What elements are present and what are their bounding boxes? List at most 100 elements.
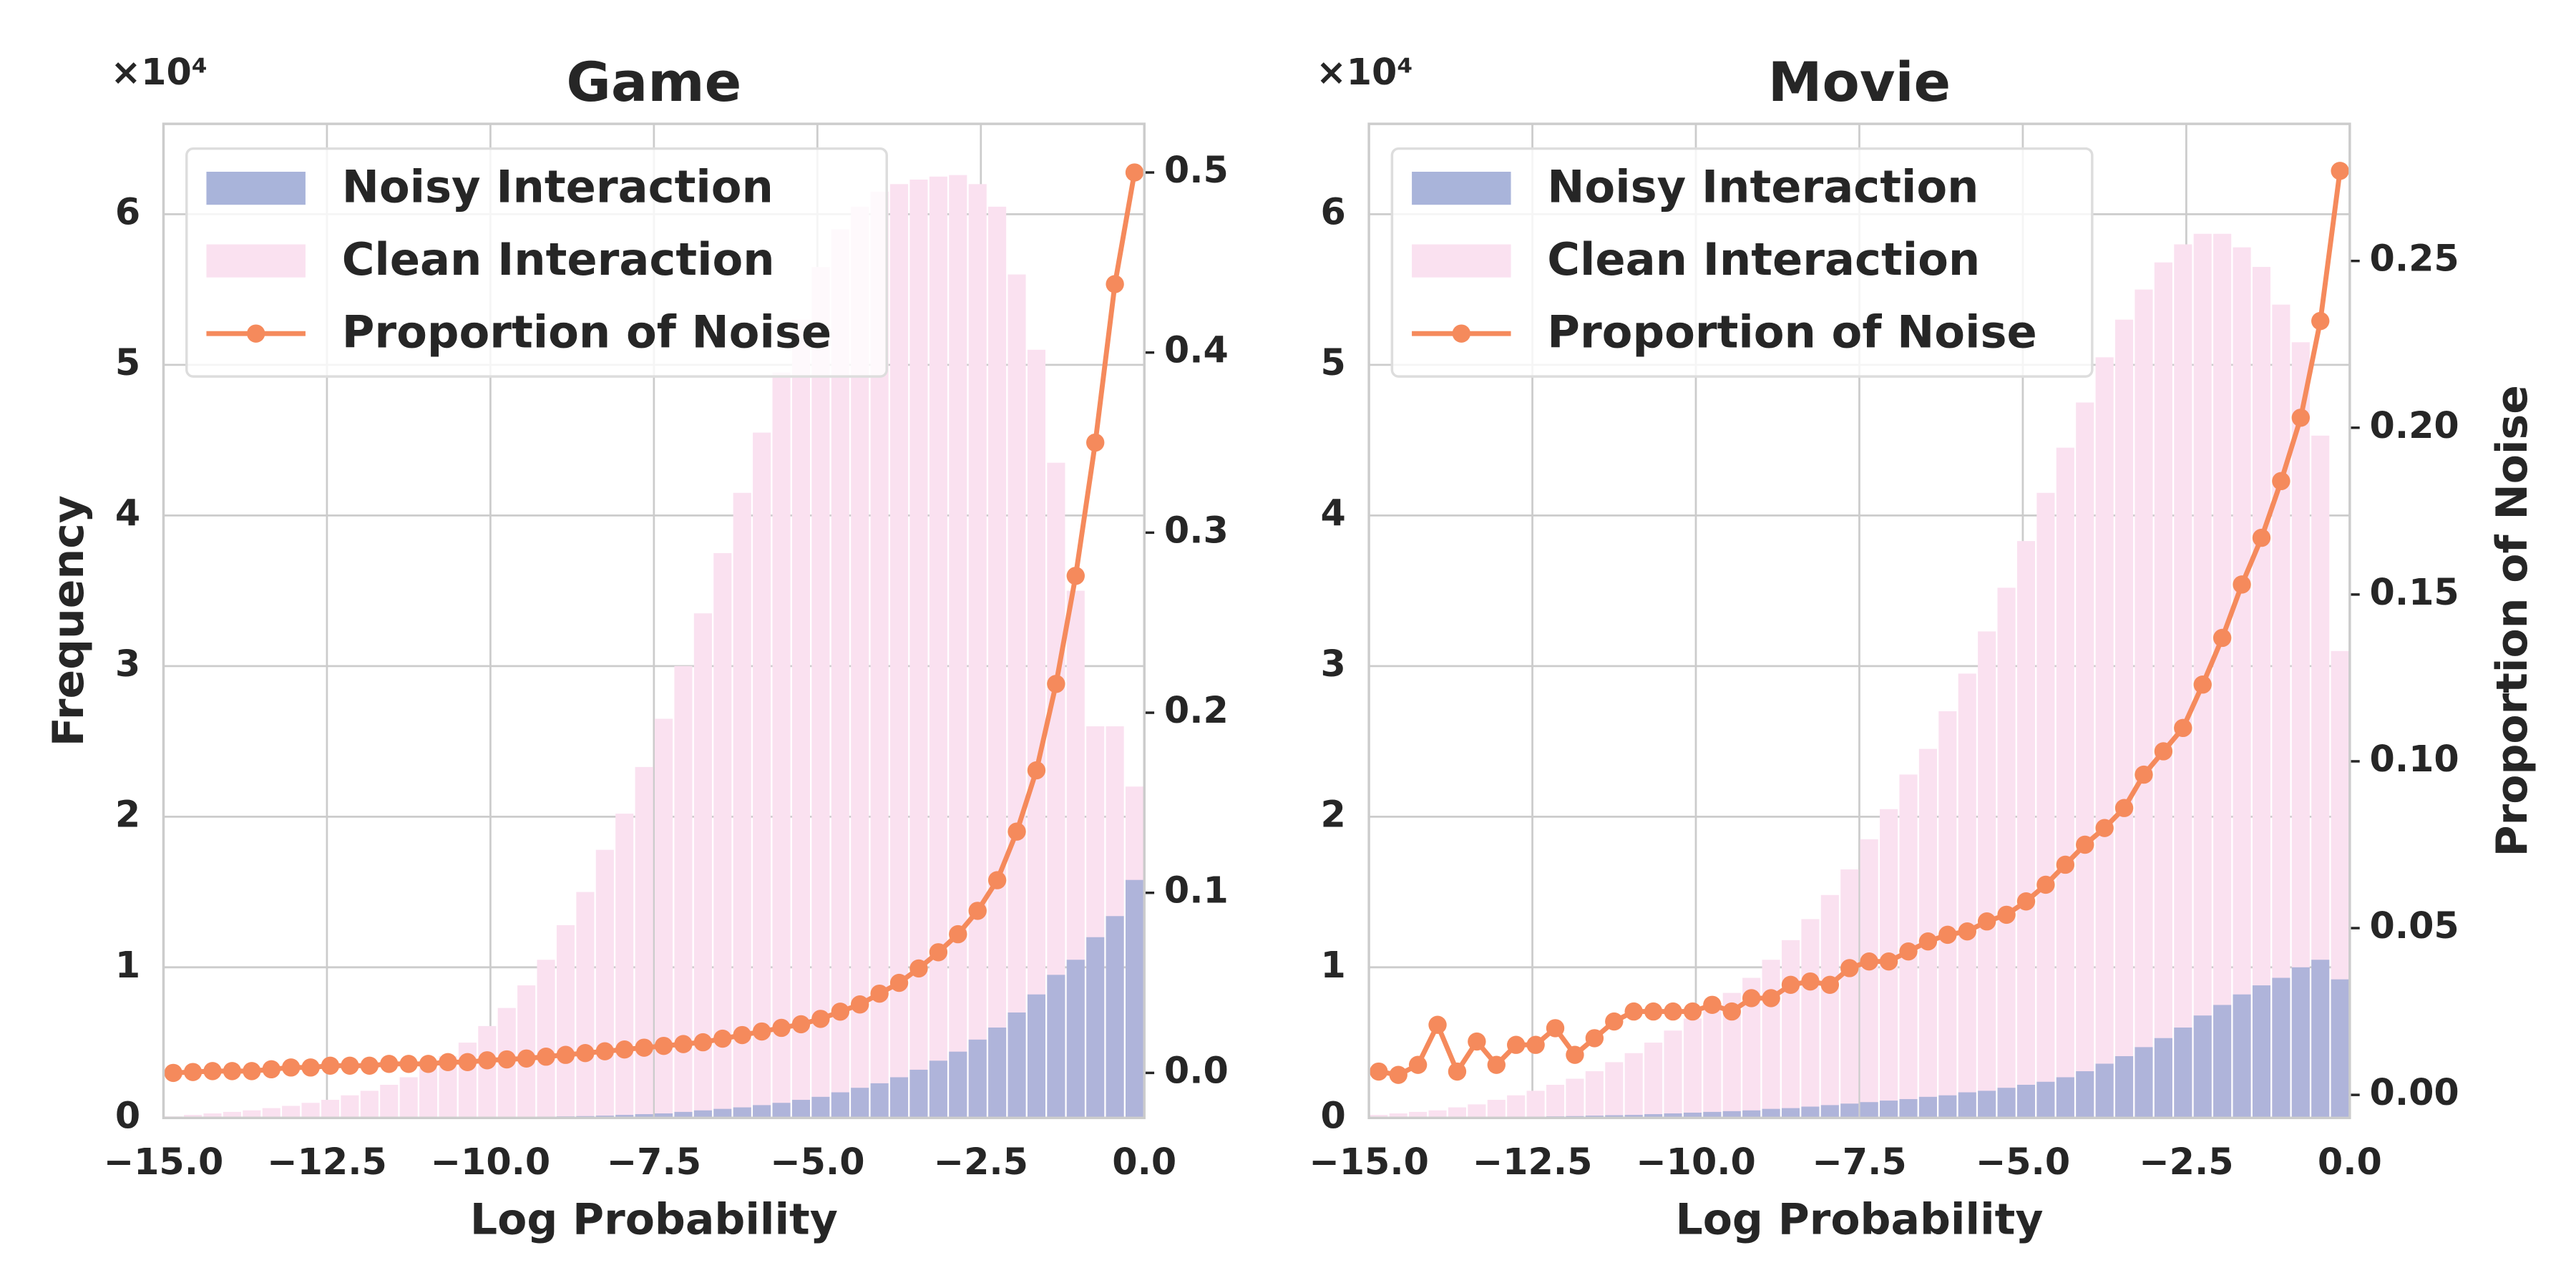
- noise-point: [1428, 1015, 1447, 1034]
- histogram-bar: [615, 814, 634, 1118]
- histogram-bar: [655, 718, 673, 1118]
- noise-point: [791, 1015, 811, 1034]
- noise-point: [1703, 995, 1722, 1014]
- noise-point: [1762, 989, 1780, 1008]
- noise-point: [380, 1055, 399, 1073]
- noise-point: [2272, 472, 2290, 491]
- histogram-bar: [1468, 1104, 1486, 1118]
- histogram-bar: [243, 1110, 261, 1118]
- x-tick-label: −10.0: [431, 1141, 551, 1183]
- histogram-bar: [2036, 1081, 2055, 1118]
- noise-point: [1526, 1035, 1545, 1054]
- histogram-bar: [889, 184, 909, 1118]
- legend-swatch: [206, 172, 306, 205]
- noise-point: [1860, 952, 1878, 971]
- x-tick-label: −2.5: [934, 1141, 1028, 1183]
- histogram-bar: [791, 1100, 811, 1118]
- histogram-bar: [949, 175, 967, 1118]
- histogram-bar: [262, 1108, 280, 1118]
- noise-point: [2114, 799, 2134, 817]
- x-tick-label: −2.5: [2139, 1141, 2233, 1183]
- legend-label: Noisy Interaction: [342, 160, 774, 213]
- histogram-bar: [1086, 937, 1105, 1118]
- histogram-bar: [2135, 1047, 2153, 1118]
- histogram-bar: [2056, 447, 2074, 1118]
- noise-point: [1801, 972, 1820, 991]
- histogram-bar: [635, 1114, 653, 1118]
- histogram-bar: [1027, 994, 1045, 1118]
- histogram-bar: [399, 1077, 418, 1118]
- histogram-bar: [2076, 1071, 2094, 1118]
- noise-point: [2193, 675, 2212, 694]
- noise-point: [909, 959, 928, 978]
- x-tick-label: −12.5: [267, 1141, 387, 1183]
- histogram-bar: [1370, 1115, 1388, 1118]
- legend-box: [185, 147, 888, 378]
- histogram-bar: [968, 1039, 987, 1118]
- y-tick-label: 0: [1320, 1094, 1345, 1136]
- noise-point: [1958, 922, 1976, 941]
- y2-tick-label: 0.5: [1164, 149, 1229, 191]
- noise-point: [733, 1025, 751, 1045]
- legend: Noisy Interaction Clean Interaction Propor…: [185, 147, 888, 378]
- histogram-bar: [753, 1105, 771, 1118]
- histogram-bar: [1106, 916, 1124, 1118]
- histogram-bar: [1409, 1111, 1428, 1118]
- panel: −15.0 −12.5 −10.0 −7.5 −5.0 −2.5 0.0 0 1 2 3 4 5 6 0.0…: [44, 50, 1229, 1244]
- noise-point: [654, 1036, 673, 1055]
- histogram-bar: [1978, 1091, 1996, 1118]
- histogram-bar: [360, 1091, 379, 1118]
- noise-point: [752, 1022, 771, 1041]
- noise-point: [262, 1060, 280, 1079]
- histogram-bar: [1820, 1105, 1839, 1118]
- histogram-bar: [1938, 711, 1957, 1118]
- noise-point: [1507, 1035, 1526, 1054]
- noise-point: [439, 1053, 457, 1071]
- noise-point: [2095, 819, 2114, 837]
- noise-point: [1683, 1002, 1702, 1021]
- noise-point: [203, 1062, 222, 1080]
- y2-tick-label: 0.2: [1164, 689, 1229, 731]
- histogram-bar: [1624, 1115, 1643, 1118]
- noise-point: [2076, 835, 2094, 854]
- histogram-bar: [1047, 975, 1065, 1118]
- histogram-bar: [1644, 1043, 1663, 1118]
- y2-tick-label: 0.0: [1164, 1049, 1229, 1091]
- histogram-bar: [1703, 1006, 1722, 1118]
- histogram-bar: [968, 184, 987, 1118]
- noise-point: [2291, 409, 2310, 427]
- histogram-bar: [1918, 1096, 1937, 1118]
- noise-point: [1106, 275, 1124, 293]
- histogram-bar: [1880, 1101, 1898, 1118]
- noise-point: [419, 1055, 438, 1073]
- histogram-bar: [556, 924, 575, 1118]
- histogram-bar: [1958, 1092, 1976, 1118]
- y2-tick-label: 0.15: [2370, 571, 2459, 613]
- noise-point: [674, 1035, 693, 1053]
- noise-point: [243, 1062, 261, 1080]
- histogram-bar: [1644, 1114, 1663, 1118]
- y2-tick-label: 0.05: [2370, 904, 2459, 947]
- histogram-bar: [2076, 402, 2094, 1118]
- histogram-bar: [2135, 289, 2153, 1118]
- noise-point: [183, 1063, 203, 1081]
- histogram-bar: [576, 892, 595, 1118]
- noise-point: [2311, 311, 2330, 331]
- y-tick-label: 0: [115, 1094, 140, 1136]
- histogram-bar: [1781, 940, 1800, 1118]
- noise-point: [1820, 975, 1840, 994]
- histogram-bar: [1664, 1113, 1682, 1118]
- noise-point: [2174, 718, 2192, 738]
- noise-point: [1997, 905, 2016, 924]
- histogram-bar: [1899, 1098, 1918, 1118]
- noise-point: [1899, 942, 1918, 961]
- histogram-bar: [2056, 1077, 2074, 1118]
- x-tick-label: 0.0: [2318, 1141, 2382, 1183]
- noise-point: [851, 995, 869, 1014]
- histogram-bar: [1585, 1071, 1604, 1118]
- y-axis-label: Frequency: [44, 495, 94, 746]
- histogram-bar: [2016, 1085, 2036, 1118]
- histogram-bar: [419, 1068, 438, 1118]
- histogram-bar: [1448, 1107, 1466, 1118]
